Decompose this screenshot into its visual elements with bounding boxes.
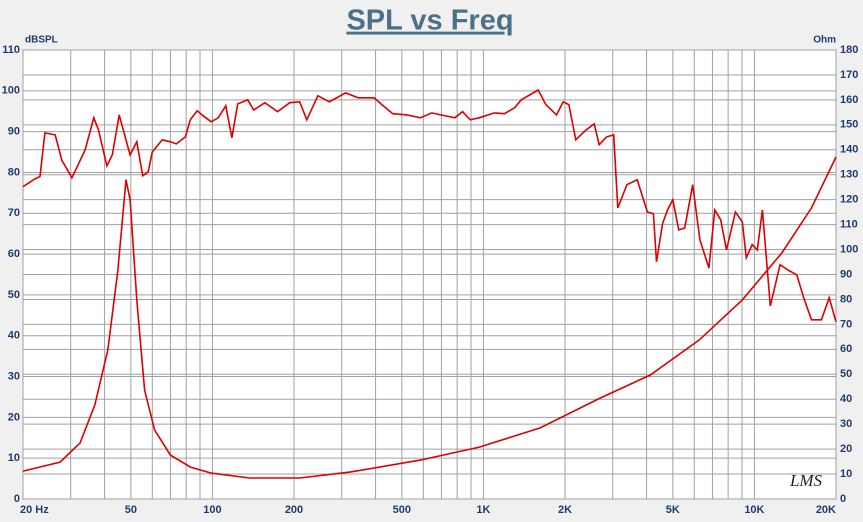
y2-tick-label: 30 [840,418,852,430]
x-tick-label: 500 [393,504,411,516]
y2-tick-label: 90 [840,268,852,280]
y-tick-label: 80 [8,166,20,178]
chart-title: SPL vs Freq [346,5,513,37]
y2-tick-label: 80 [840,293,852,305]
y2-tick-label: 120 [840,194,858,206]
y-tick-label: 70 [8,207,20,219]
y-tick-label: 20 [8,411,20,423]
y-tick-label: 90 [8,126,20,138]
y2-axis-label: Ohm [813,35,836,46]
x-tick-label: 20K [816,504,836,516]
x-tick-label: 2K [558,504,572,516]
y-tick-label: 110 [2,44,20,56]
y2-tick-label: 20 [840,443,852,455]
y2-tick-label: 180 [840,44,858,56]
x-tick-label: 10K [744,504,764,516]
y2-tick-label: 170 [840,69,858,81]
x-tick-label: 100 [203,504,221,516]
y2-tick-label: 150 [840,119,858,131]
y-tick-label: 50 [8,289,20,301]
y-tick-label: 40 [8,330,20,342]
y2-tick-label: 10 [840,468,852,480]
x-tick-label: 20 Hz [20,504,49,516]
y-tick-label: 10 [8,452,20,464]
x-tick-label: 1K [476,504,490,516]
y-tick-label: 100 [2,85,20,97]
series-line [22,156,837,479]
y2-tick-label: 130 [840,169,858,181]
series-line [22,88,837,323]
x-tick-label: 200 [285,504,303,516]
y2-tick-label: 40 [840,393,852,405]
y2-tick-label: 60 [840,343,852,355]
y2-tick-label: 70 [840,318,852,330]
y-tick-label: 0 [14,493,20,505]
y2-tick-label: 50 [840,368,852,380]
y2-tick-label: 160 [840,94,858,106]
y2-tick-label: 110 [840,219,858,231]
y2-tick-label: 140 [840,144,858,156]
y-tick-label: 60 [8,248,20,260]
watermark: LMS [789,471,823,490]
x-tick-label: 5K [666,504,680,516]
y-tick-label: 30 [8,370,20,382]
y2-tick-label: 100 [840,243,858,255]
x-tick-label: 50 [125,504,137,516]
y-axis-label: dBSPL [25,35,58,46]
y2-tick-label: 0 [840,493,846,505]
